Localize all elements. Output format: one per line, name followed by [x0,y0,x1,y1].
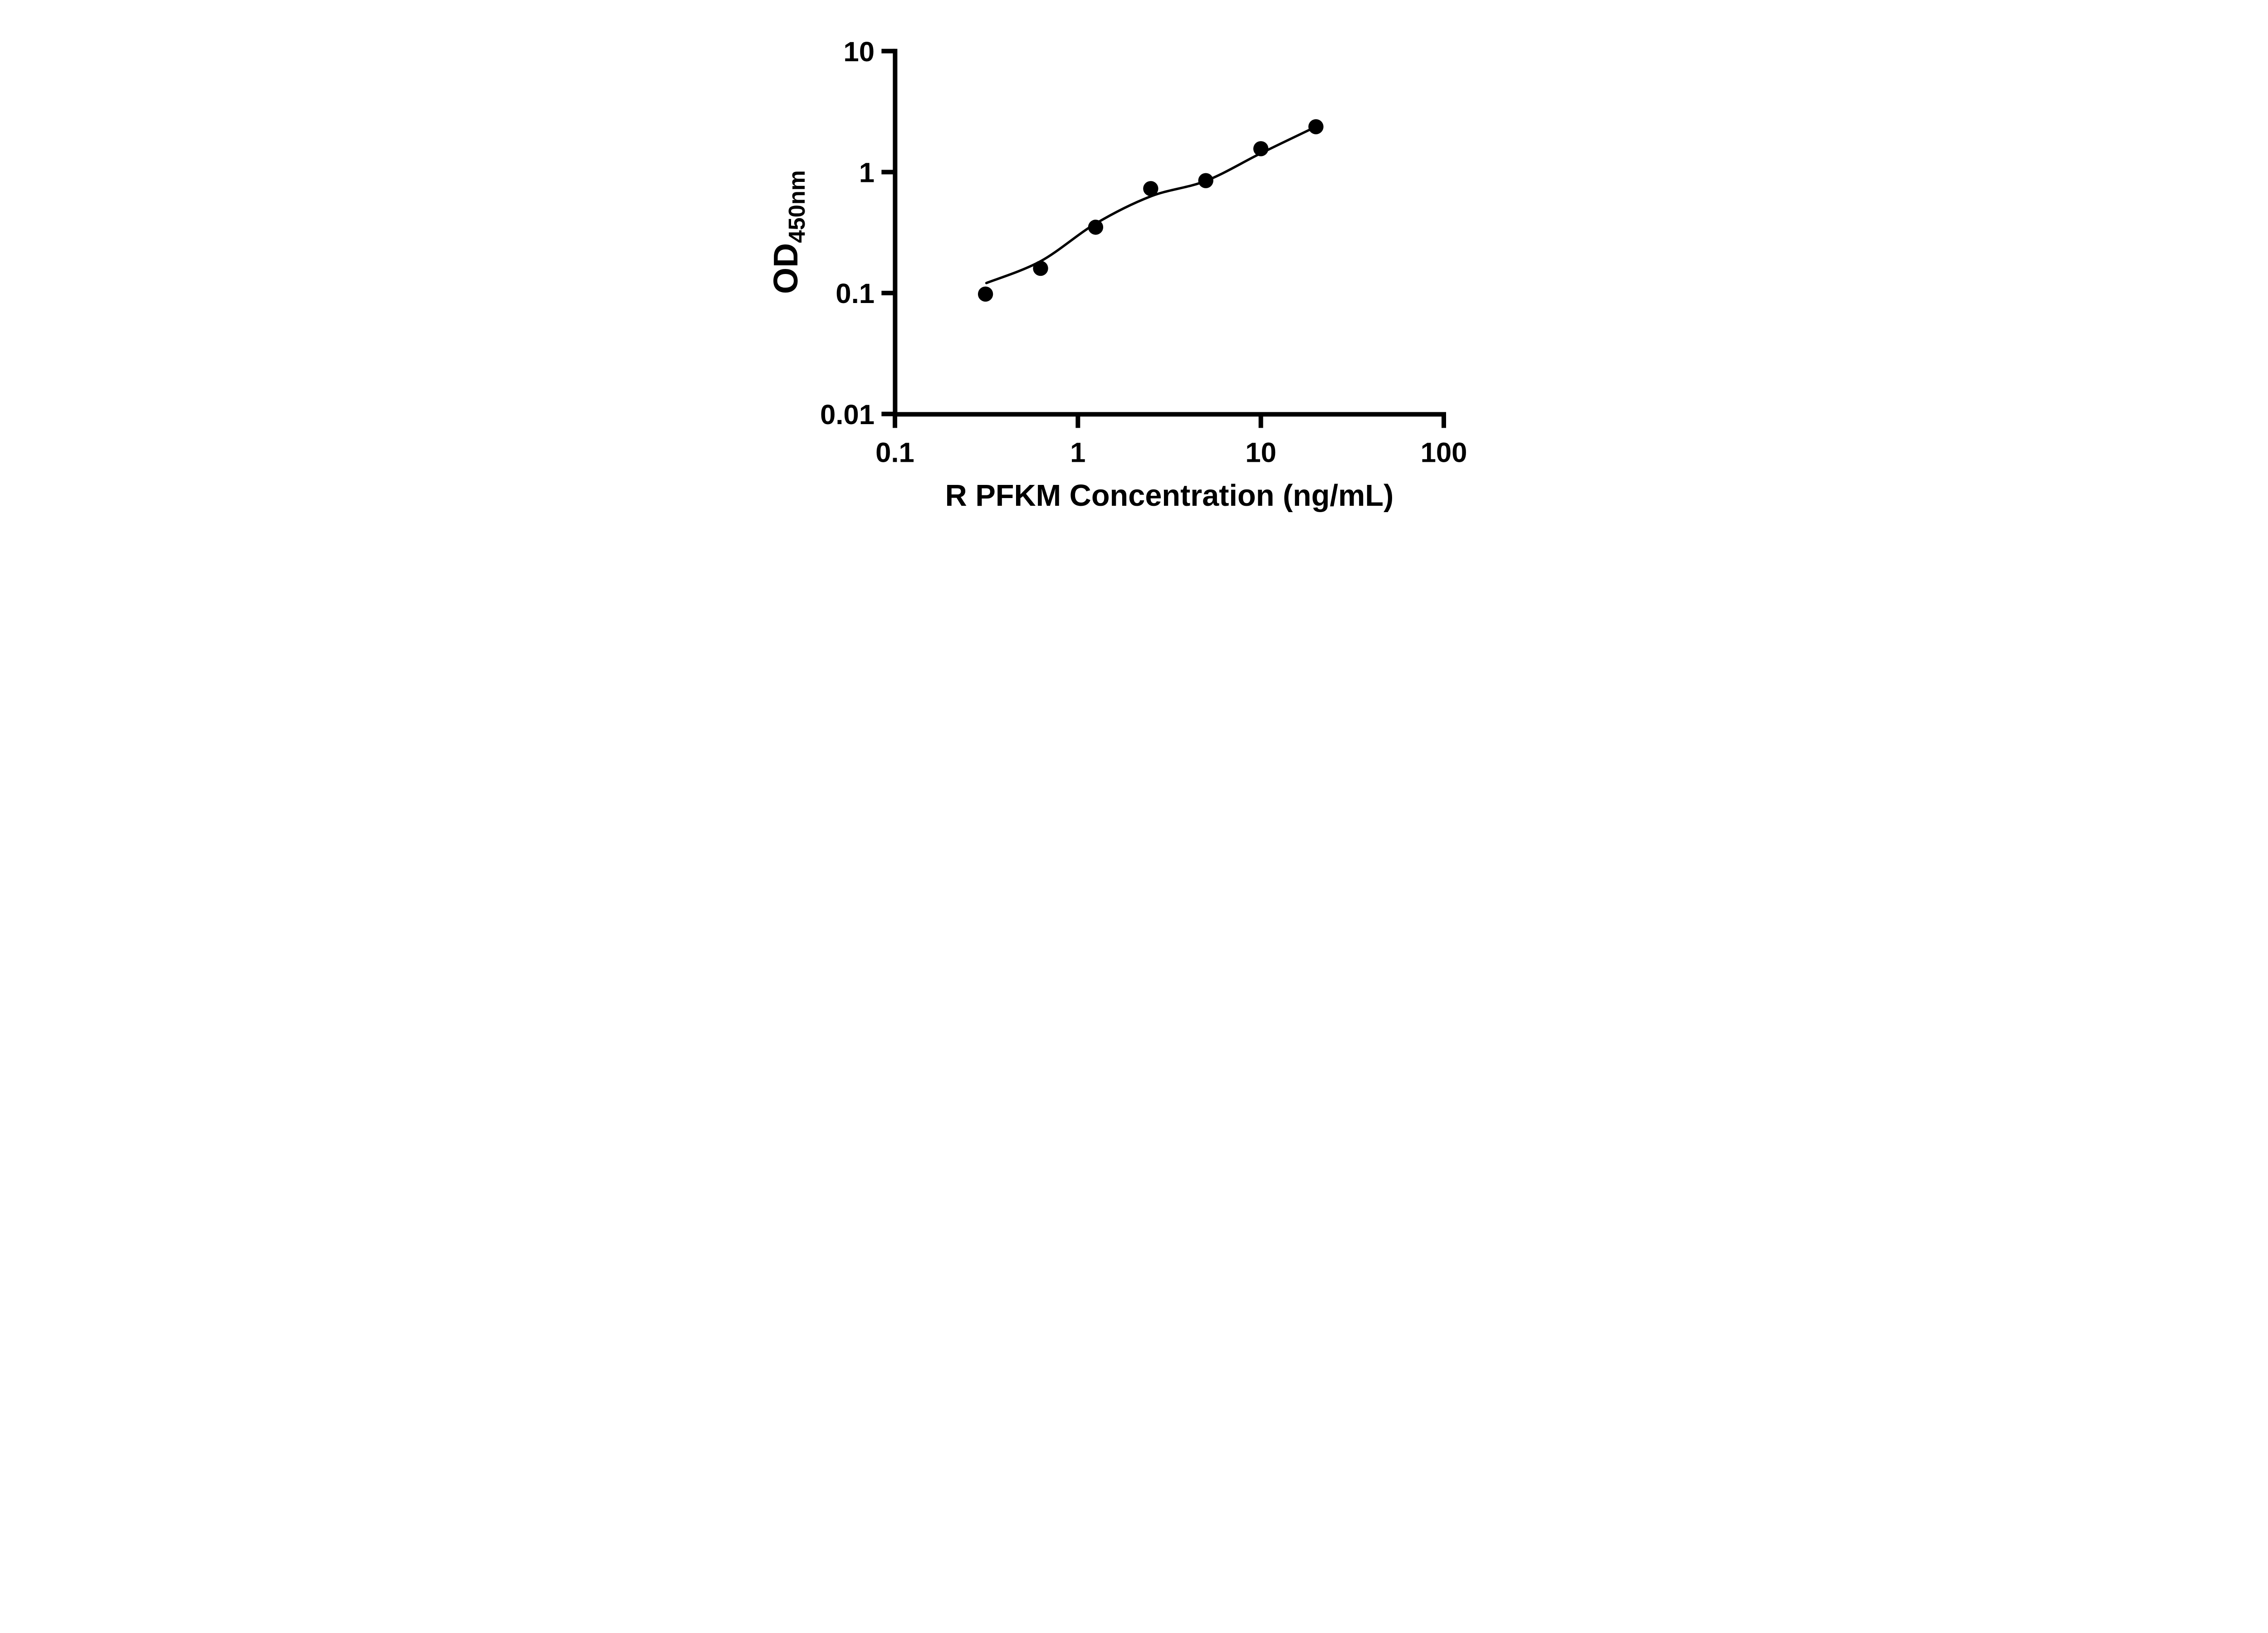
y-axis-ticks: 10 1 0.1 0.01 [820,36,895,430]
standard-curve-figure: 10 1 0.1 0.01 0.1 1 10 100 OD450nm R PFKM Conc… [745,0,1523,544]
data-point-marker [1088,220,1104,235]
y-tick-label: 0.1 [836,278,875,309]
y-tick-label: 1 [859,157,875,189]
data-point-marker [1308,119,1324,135]
data-points [978,119,1324,302]
x-tick-label: 0.1 [875,437,914,468]
y-axis-title: OD450nm [767,170,810,294]
y-tick-label: 0.01 [820,399,875,430]
y-tick-label: 10 [843,36,875,68]
axes [893,49,1446,417]
x-axis-ticks: 0.1 1 10 100 [875,414,1467,468]
data-point-marker [1253,141,1269,156]
x-tick-label: 100 [1421,437,1467,468]
data-point-marker [1033,260,1048,276]
y-axis-title-main: OD [767,243,805,294]
data-point-marker [978,286,993,302]
x-axis-title: R PFKM Concentration (ng/mL) [945,479,1394,513]
y-axis-title-subscript: 450nm [784,170,810,243]
data-point-marker [1143,181,1158,196]
x-tick-label: 10 [1245,437,1276,468]
x-tick-label: 1 [1070,437,1085,468]
data-point-marker [1198,173,1213,188]
